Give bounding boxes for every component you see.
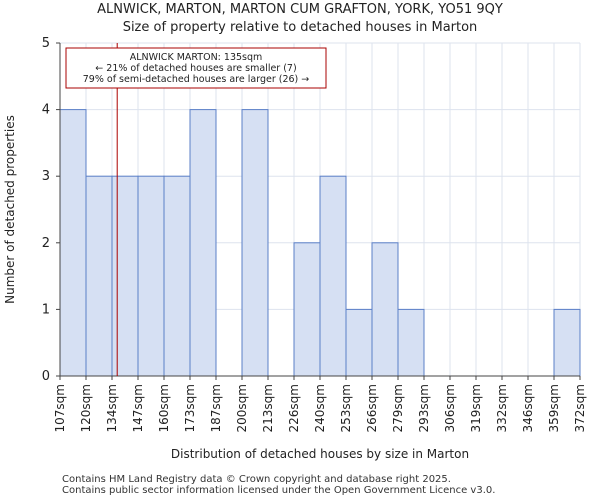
- histogram-bar: [137, 175, 165, 377]
- x-tick-label: 134sqm: [105, 384, 119, 432]
- y-tick-label: 4: [42, 103, 50, 118]
- histogram-bar: [553, 308, 581, 377]
- x-tick-label: 226sqm: [287, 384, 301, 432]
- chart-title-address: ALNWICK, MARTON, MARTON CUM GRAFTON, YOR…: [97, 2, 503, 17]
- x-tick-label: 120sqm: [79, 384, 93, 432]
- y-tick-label: 2: [42, 236, 50, 251]
- x-tick-label: 213sqm: [261, 384, 275, 432]
- histogram-bar: [111, 175, 139, 377]
- y-tick-label: 1: [42, 302, 50, 317]
- x-tick-label: 187sqm: [209, 384, 223, 432]
- x-tick-label: 200sqm: [235, 384, 249, 432]
- x-tick-label: 240sqm: [313, 384, 327, 432]
- x-tick-label: 147sqm: [131, 384, 145, 432]
- histogram-bar: [397, 308, 425, 377]
- footer-licence: Contains public sector information licen…: [62, 485, 496, 496]
- x-tick-label: 253sqm: [339, 384, 353, 432]
- x-tick-label: 173sqm: [183, 384, 197, 432]
- y-tick-label: 5: [42, 36, 50, 51]
- annotation-box: [65, 47, 327, 89]
- x-axis-title: Distribution of detached houses by size …: [171, 447, 469, 461]
- annotation-text: ← 21% of detached houses are smaller (7): [95, 63, 296, 74]
- x-tick-label: 293sqm: [417, 384, 431, 432]
- x-tick-label: 266sqm: [365, 384, 379, 432]
- x-tick-label: 372sqm: [573, 384, 587, 432]
- y-axis-title: Number of detached properties: [3, 115, 17, 304]
- footer-copyright: Contains HM Land Registry data © Crown c…: [62, 474, 451, 485]
- histogram-bar: [163, 175, 191, 377]
- histogram-bar: [189, 109, 217, 377]
- chart-title-subtitle: Size of property relative to detached ho…: [122, 20, 478, 35]
- annotation-text: 79% of semi-detached houses are larger (…: [83, 74, 310, 85]
- y-tick-label: 3: [42, 169, 50, 184]
- histogram-bar: [293, 242, 321, 377]
- x-tick-label: 160sqm: [157, 384, 171, 432]
- histogram-bar: [371, 242, 399, 377]
- x-tick-label: 306sqm: [443, 384, 457, 432]
- x-tick-label: 279sqm: [391, 384, 405, 432]
- x-tick-label: 359sqm: [547, 384, 561, 432]
- x-tick-label: 319sqm: [469, 384, 483, 432]
- histogram-bar: [85, 175, 113, 377]
- annotation-text: ALNWICK MARTON: 135sqm: [130, 52, 263, 63]
- histogram-bar: [319, 175, 347, 377]
- histogram-bar: [241, 109, 269, 377]
- histogram-bar: [59, 109, 87, 377]
- x-tick-label: 346sqm: [521, 384, 535, 432]
- y-tick-label: 0: [42, 369, 50, 384]
- x-tick-label: 332sqm: [495, 384, 509, 432]
- x-tick-label: 107sqm: [53, 384, 67, 432]
- histogram-bar: [345, 308, 373, 377]
